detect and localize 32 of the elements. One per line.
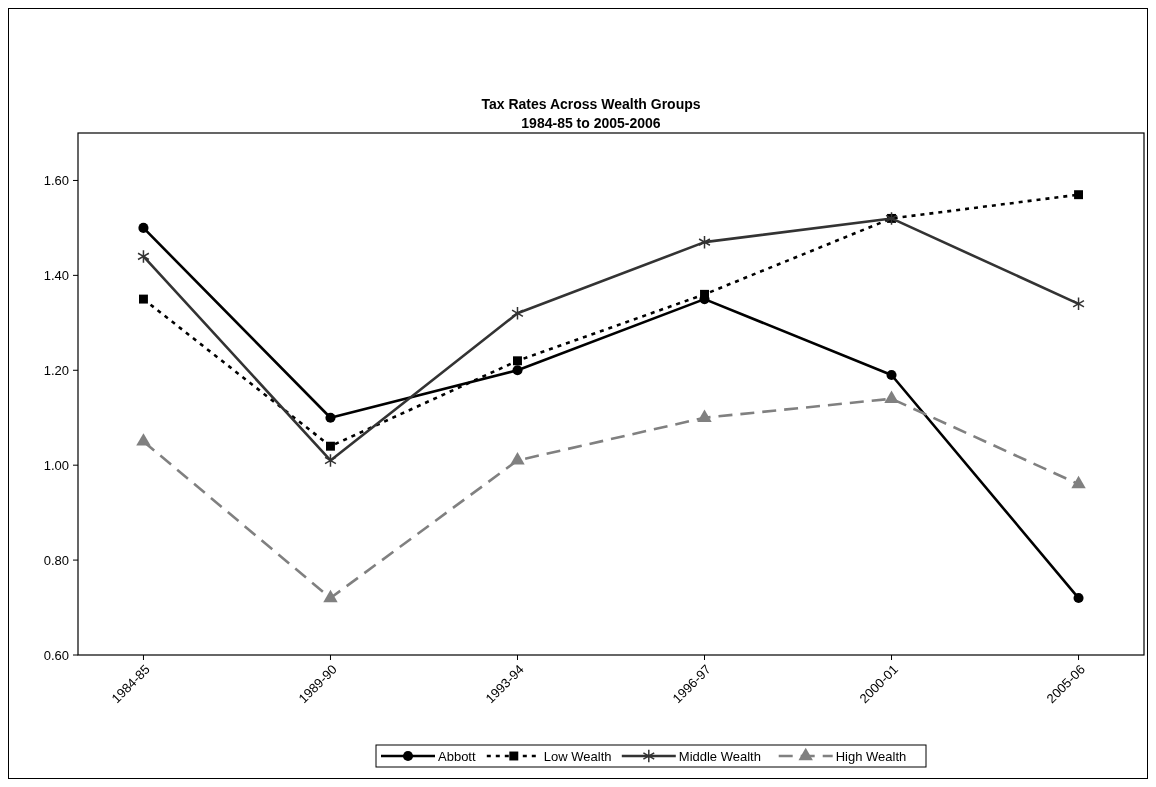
y-tick-label: 1.60 (43, 173, 69, 188)
point (325, 412, 336, 423)
y-tick-label: 1.00 (43, 457, 69, 473)
legend-label: High Wealth (835, 748, 907, 764)
chart-subtitle: 1984-85 to 2005-2006 (521, 115, 661, 131)
point (324, 453, 337, 468)
legend-label: Low Wealth (543, 748, 612, 764)
point (512, 365, 523, 376)
point (511, 306, 524, 321)
legend-label: Abbott (438, 748, 476, 764)
point (323, 589, 338, 603)
legend-label: Middle Wealth (678, 748, 761, 764)
point (513, 356, 522, 366)
point (1072, 296, 1085, 311)
y-tick-label: 1.40 (43, 267, 69, 283)
point (884, 390, 899, 403)
point (326, 441, 335, 451)
y-tick-label: 0.80 (43, 552, 69, 568)
point (1074, 190, 1084, 200)
point (697, 409, 712, 422)
point (138, 294, 148, 304)
point (137, 249, 150, 264)
chart-title: Tax Rates Across Wealth Groups (481, 96, 701, 112)
point (510, 452, 525, 465)
y-tick-label: 0.60 (43, 647, 69, 663)
point (136, 433, 151, 446)
point (1073, 593, 1084, 604)
point (138, 222, 149, 233)
point (1071, 475, 1086, 489)
point (886, 369, 897, 381)
y-tick-label: 1.20 (43, 362, 69, 378)
point (698, 235, 711, 250)
